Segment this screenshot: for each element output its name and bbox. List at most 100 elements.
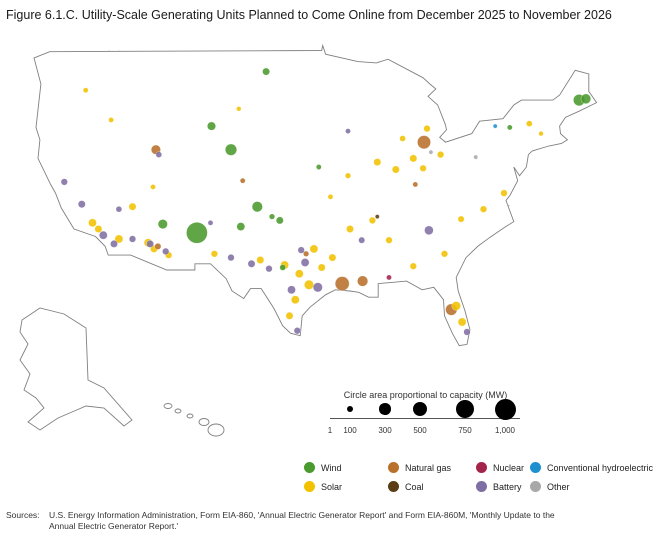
legend-label: Conventional hydroelectric bbox=[547, 462, 654, 473]
wind-plant-bubble bbox=[580, 93, 591, 104]
hawaii-island-4 bbox=[207, 423, 225, 437]
wind-plant-bubble bbox=[236, 222, 246, 231]
size-legend-dot bbox=[346, 405, 354, 413]
legend-item-solar: Solar bbox=[304, 481, 342, 492]
hawaii-island-1 bbox=[174, 408, 182, 414]
alaska-outline bbox=[19, 307, 133, 431]
legend-label: Other bbox=[547, 481, 570, 492]
wind-plant-bubble bbox=[207, 121, 216, 131]
sources-text: U.S. Energy Information Administration, … bbox=[49, 510, 555, 531]
size-legend-dot bbox=[455, 399, 475, 419]
battery-plant-bubble bbox=[358, 236, 366, 244]
solar-plant-bubble bbox=[128, 202, 137, 211]
size-legend-dot bbox=[379, 403, 391, 415]
solar-plant-bubble bbox=[88, 218, 97, 228]
wind-plant-bubble bbox=[186, 222, 208, 244]
coal-plant-bubble bbox=[375, 214, 380, 219]
sources-label: Sources: bbox=[6, 510, 40, 520]
legend-label: Wind bbox=[321, 462, 342, 473]
battery-plant-bubble bbox=[115, 206, 123, 213]
battery-plant-bubble bbox=[265, 265, 273, 273]
legend-item-wind: Wind bbox=[304, 462, 342, 473]
natural-gas-plant-bubble bbox=[303, 250, 310, 257]
size-legend-dot bbox=[412, 401, 428, 417]
wind-plant-bubble bbox=[251, 201, 263, 213]
size-legend-label: 300 bbox=[378, 426, 392, 435]
solar-plant-bubble bbox=[392, 165, 400, 174]
natural-gas-plant-bubble bbox=[154, 243, 162, 250]
wind-plant-bubble bbox=[262, 67, 270, 76]
natural-gas-plant-bubble bbox=[417, 135, 431, 149]
battery-plant-bubble bbox=[297, 246, 305, 254]
battery-plant-bubble bbox=[247, 260, 256, 268]
hawaii-island-0 bbox=[163, 403, 173, 409]
battery-plant-bubble bbox=[293, 327, 301, 335]
legend-label: Coal bbox=[405, 481, 424, 492]
other-plant-bubble bbox=[473, 154, 478, 160]
legend-item-coal: Coal bbox=[388, 481, 424, 492]
size-legend-label: 1,000 bbox=[494, 426, 516, 435]
size-legend-title: Circle area proportional to capacity (MW… bbox=[343, 390, 508, 400]
solar-plant-bubble bbox=[399, 135, 406, 142]
solar-plant-bubble bbox=[409, 154, 418, 163]
legend-label: Battery bbox=[493, 481, 522, 492]
solar-plant-bubble bbox=[94, 225, 103, 233]
solar-plant-bubble bbox=[304, 279, 314, 290]
hawaii-island-2 bbox=[186, 413, 194, 419]
contiguous-us-outline bbox=[33, 43, 598, 347]
natural-gas-plant-bubble bbox=[357, 275, 369, 287]
wind-plant-bubble bbox=[157, 219, 168, 229]
battery-plant-bubble bbox=[110, 240, 118, 248]
legend-label: Nuclear bbox=[493, 462, 525, 473]
solar-plant-bubble bbox=[327, 194, 334, 200]
solar-plant-bubble bbox=[451, 301, 461, 311]
legend-swatch bbox=[476, 462, 487, 473]
legend-item-nuclear: Nuclear bbox=[476, 462, 524, 473]
solar-plant-bubble bbox=[409, 262, 417, 270]
type-legend: Wind Natural gas Nuclear Conventional hydro… bbox=[304, 462, 654, 502]
battery-plant-bubble bbox=[78, 200, 86, 208]
solar-plant-bubble bbox=[538, 131, 544, 137]
size-legend-axis bbox=[330, 418, 520, 419]
solar-plant-bubble bbox=[285, 312, 294, 320]
battery-plant-bubble bbox=[227, 254, 235, 262]
wind-plant-bubble bbox=[316, 164, 322, 170]
country-outline bbox=[19, 43, 598, 437]
solar-plant-bubble bbox=[108, 117, 114, 123]
solar-plant-bubble bbox=[150, 184, 156, 190]
wind-plant-bubble bbox=[225, 143, 237, 156]
solar-plant-bubble bbox=[419, 164, 427, 172]
conventional-hydroelectric-plant-bubble bbox=[492, 123, 498, 129]
legend-label: Solar bbox=[321, 481, 343, 492]
battery-plant-bubble bbox=[287, 285, 296, 295]
solar-plant-bubble bbox=[385, 236, 393, 244]
battery-plant-bubble bbox=[60, 178, 68, 186]
solar-plant-bubble bbox=[457, 215, 465, 223]
legend-item-battery: Battery bbox=[476, 481, 522, 492]
solar-plant-bubble bbox=[256, 256, 265, 264]
solar-plant-bubble bbox=[82, 87, 89, 93]
solar-plant-bubble bbox=[295, 269, 304, 278]
natural-gas-plant-bubble bbox=[335, 276, 350, 291]
plant-bubbles bbox=[60, 67, 591, 336]
legend-item-natural-gas: Natural gas bbox=[388, 462, 451, 473]
solar-plant-bubble bbox=[346, 225, 354, 233]
solar-plant-bubble bbox=[457, 317, 467, 327]
battery-plant-bubble bbox=[146, 240, 154, 248]
solar-plant-bubble bbox=[373, 158, 382, 166]
wind-plant-bubble bbox=[279, 264, 286, 271]
legend-item-other: Other bbox=[530, 481, 570, 492]
battery-plant-bubble bbox=[463, 328, 471, 336]
solar-plant-bubble bbox=[345, 172, 351, 179]
us-map bbox=[19, 43, 598, 437]
battery-plant-bubble bbox=[129, 235, 136, 243]
size-legend-label: 500 bbox=[413, 426, 427, 435]
other-plant-bubble bbox=[428, 149, 434, 155]
battery-plant-bubble bbox=[345, 128, 351, 134]
size-legend-label: 750 bbox=[458, 426, 472, 435]
solar-plant-bubble bbox=[480, 205, 487, 213]
battery-plant-bubble bbox=[155, 151, 162, 158]
solar-plant-bubble bbox=[309, 244, 319, 254]
legend-item-conventional-hydroelectric: Conventional hydroelectric bbox=[530, 462, 653, 473]
solar-plant-bubble bbox=[423, 125, 431, 133]
